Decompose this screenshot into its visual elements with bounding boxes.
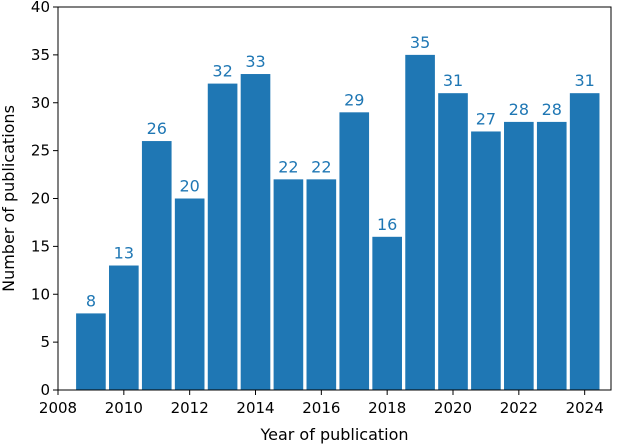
bars-group [76,54,600,391]
data-label-2023: 28 [542,100,562,119]
bar-2015 [273,179,304,390]
x-tick-label: 2018 [368,399,406,417]
x-axis-ticks: 2008 2010 2012 2014 2016 2018 2020 2022 2024 [39,390,604,417]
bar-2014 [240,74,271,390]
y-axis-title: Number of publications [0,105,18,292]
x-tick-label: 2014 [236,399,274,417]
y-axis-ticks: 0 5 10 15 20 25 30 35 40 [31,0,58,399]
data-label-2022: 28 [509,100,529,119]
y-tick-label: 25 [31,142,50,160]
bar-2023 [536,121,567,391]
x-tick-label: 2024 [566,399,604,417]
y-tick-label: 30 [31,94,50,112]
y-tick-label: 5 [40,333,50,351]
bar-2013 [207,83,238,390]
bar-2016 [306,179,337,390]
y-tick-label: 35 [31,46,50,64]
bar-2018 [372,236,402,390]
x-tick-label: 2016 [302,399,340,417]
bar-2012 [174,198,205,390]
data-label-2019: 35 [410,33,430,52]
y-tick-label: 20 [31,190,50,208]
x-tick-label: 2008 [39,399,77,417]
data-label-2011: 26 [147,119,167,138]
bar-2009 [76,313,106,390]
data-label-2015: 22 [278,157,298,176]
data-label-2014: 33 [245,52,265,71]
data-labels-group: 8 13 26 20 32 33 22 22 29 16 35 31 27 28 28 31 [86,33,595,311]
y-tick-label: 40 [31,0,50,16]
y-tick-label: 10 [31,285,50,303]
bar-2011 [141,141,172,390]
bar-2021 [471,131,501,390]
bar-2019 [405,54,435,391]
data-label-2021: 27 [476,109,496,128]
bar-2017 [339,112,370,390]
data-label-2024: 31 [574,71,594,90]
data-label-2016: 22 [311,157,331,176]
x-tick-label: 2022 [500,399,538,417]
y-tick-label: 0 [40,381,50,399]
data-label-2018: 16 [377,215,397,234]
x-tick-label: 2012 [171,399,209,417]
bar-2020 [438,93,468,391]
x-axis-title: Year of publication [259,425,408,444]
y-tick-label: 15 [31,237,50,255]
data-label-2009: 8 [86,291,96,310]
x-tick-label: 2010 [105,399,143,417]
data-label-2010: 13 [114,244,134,263]
data-label-2013: 32 [212,62,232,81]
bar-2022 [504,121,534,391]
bar-2010 [109,265,139,390]
x-tick-label: 2020 [434,399,472,417]
data-label-2012: 20 [179,177,199,196]
data-label-2020: 31 [443,71,463,90]
data-label-2017: 29 [344,90,364,109]
bar-2024 [569,93,600,391]
plot-frame [57,6,612,391]
